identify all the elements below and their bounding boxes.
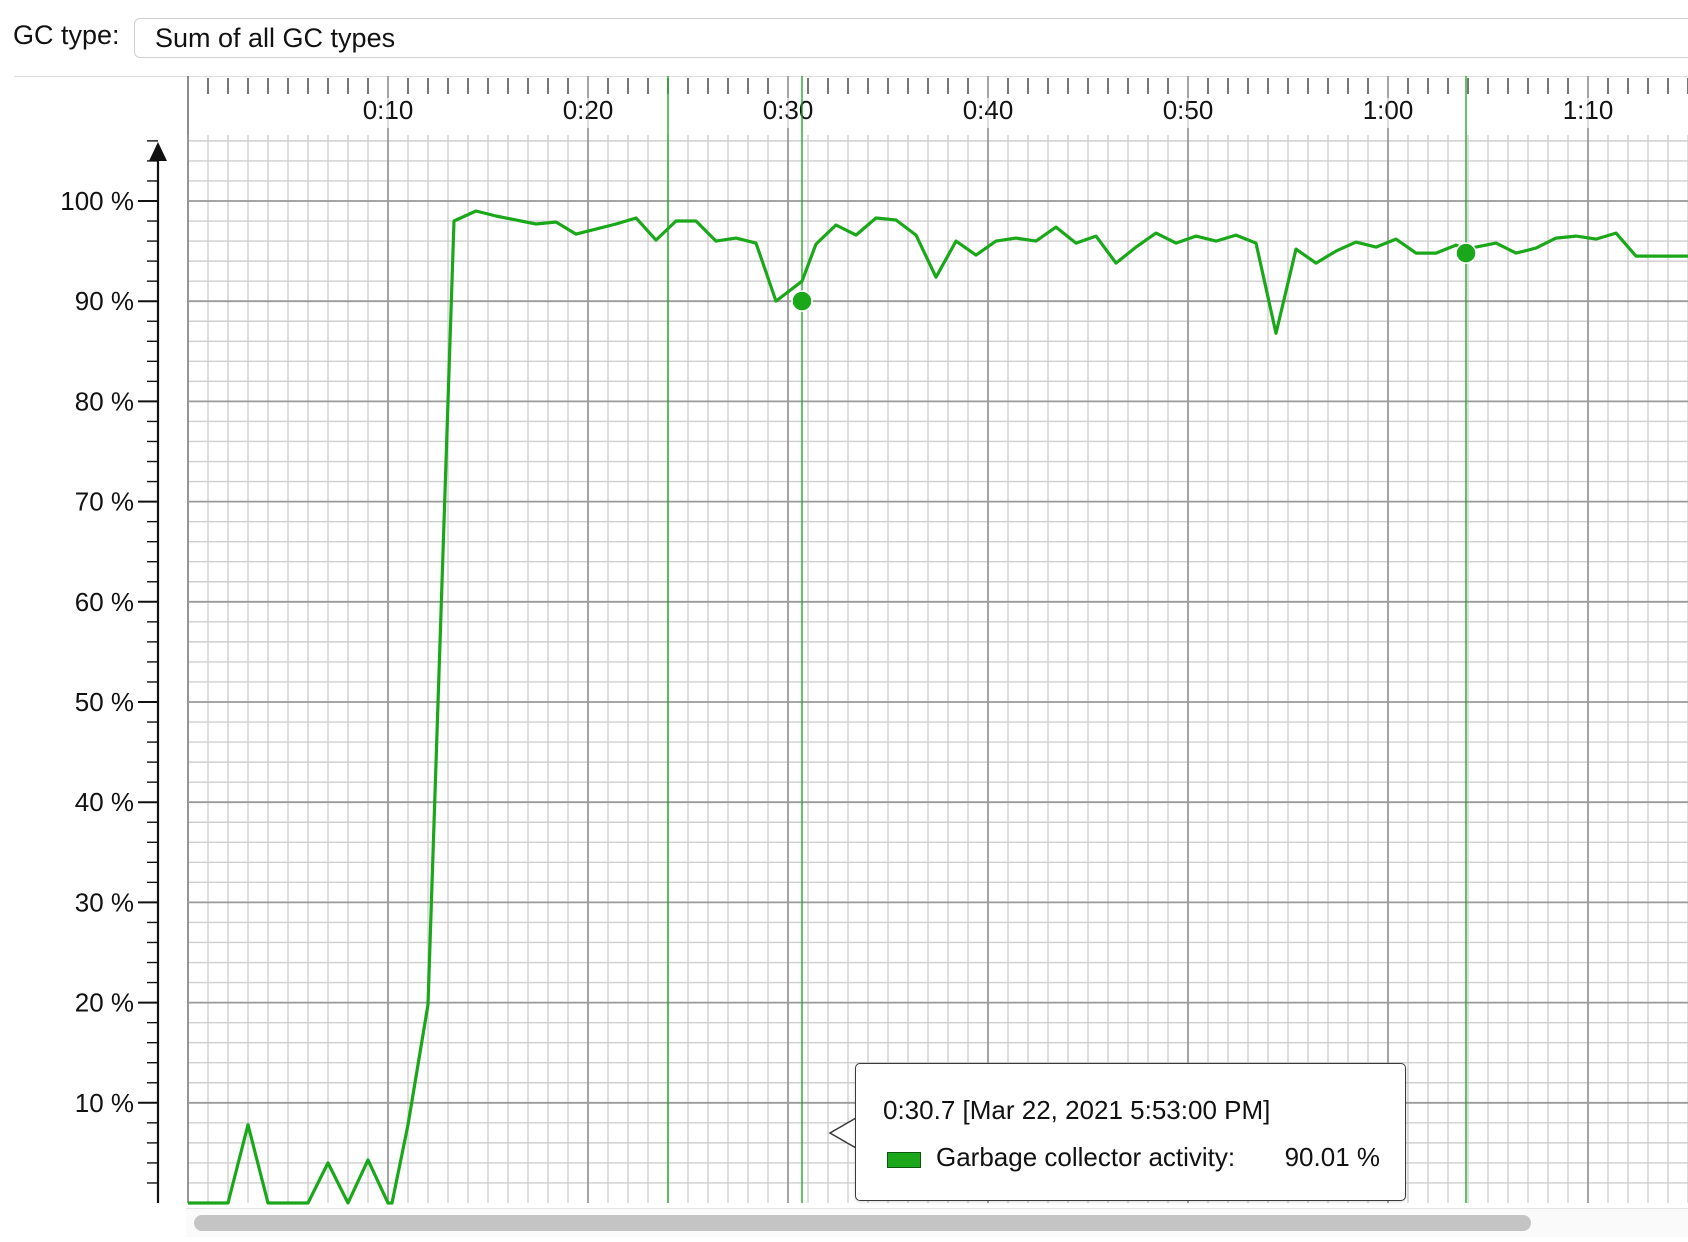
y-axis	[138, 140, 167, 1203]
tooltip-value: 90.01 %	[1284, 1142, 1380, 1172]
y-tick-label: 60 %	[75, 587, 134, 617]
time-ruler	[187, 76, 1688, 135]
grid-major-lines	[187, 76, 1688, 1203]
tooltip-series-label: Garbage collector activity:	[936, 1142, 1236, 1172]
y-tick-label: 80 %	[75, 386, 134, 416]
x-tick-labels: 0:10 0:20 0:30 0:40 0:50 1:00 1:10	[358, 95, 1618, 128]
highlight-point	[1455, 242, 1477, 264]
tooltip-timestamp: 0:30.7 [Mar 22, 2021 5:53:00 PM]	[883, 1095, 1271, 1125]
gc-type-dropdown[interactable]: Sum of all GC types	[134, 18, 1688, 58]
toolbar: GC type: Sum of all GC types	[0, 0, 1688, 76]
highlight-points	[791, 242, 1477, 312]
y-tick-label: 20 %	[75, 988, 134, 1018]
y-tick-label: 30 %	[75, 887, 134, 917]
grid-minor-lines	[188, 135, 1688, 1203]
value-tooltip: 0:30.7 [Mar 22, 2021 5:53:00 PM] Garbage…	[855, 1063, 1406, 1201]
horizontal-scrollbar[interactable]	[186, 1208, 1688, 1237]
toolbar-divider	[14, 76, 1688, 77]
scrollbar-thumb[interactable]	[194, 1215, 1531, 1231]
y-tick-label: 90 %	[75, 286, 134, 316]
series-layer	[187, 209, 1688, 1205]
series-line-gc-activity	[188, 209, 1688, 1205]
y-tick-label: 70 %	[75, 487, 134, 517]
y-axis-arrow	[149, 142, 167, 161]
y-tick-label: 100 %	[60, 186, 134, 216]
y-tick-label: 50 %	[75, 687, 134, 717]
y-tick-labels: 10 % 20 % 30 % 40 % 50 % 60 % 70 % 80 % 90 % 100 …	[60, 186, 134, 1118]
series-color-swatch	[887, 1152, 921, 1168]
gc-type-selected-value: Sum of all GC types	[155, 23, 396, 53]
y-tick-label: 40 %	[75, 787, 134, 817]
y-tick-label: 10 %	[75, 1088, 134, 1118]
gc-type-label: GC type:	[13, 20, 120, 50]
highlight-point	[791, 290, 813, 312]
